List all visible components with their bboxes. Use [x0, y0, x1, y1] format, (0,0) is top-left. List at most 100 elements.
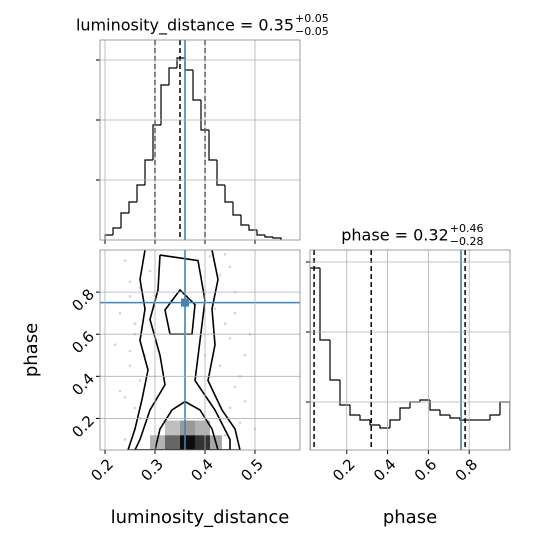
histogram-bin [339, 380, 350, 406]
density-cell [180, 420, 195, 436]
sample-point [228, 337, 232, 340]
panel-frame [309, 249, 511, 451]
histogram-bin [419, 399, 430, 402]
sample-point [148, 269, 152, 273]
sample-point [228, 406, 232, 410]
histogram-bin [232, 202, 241, 216]
histogram-bin [176, 57, 185, 68]
x-tick-label: 0.2 [87, 455, 117, 485]
density-cell [195, 420, 210, 436]
histogram-bin [489, 414, 500, 420]
panel: 0.2 0.4 0.6 0.8 phase = 0.32 +0.46−0.28 phase [306, 222, 511, 528]
histogram-bin [144, 159, 153, 185]
histogram-bin [369, 420, 380, 426]
histogram-bin [439, 410, 450, 416]
title-upper: +0.46 [450, 222, 484, 235]
histogram-bin [264, 235, 273, 238]
contour [164, 288, 196, 336]
histogram-bin [120, 212, 129, 228]
histogram-bin [429, 400, 440, 411]
histogram-bin [319, 268, 330, 341]
density-cell [165, 435, 180, 450]
title-lower: −0.05 [295, 25, 329, 38]
sample-point [223, 433, 227, 437]
histogram-bin [349, 405, 360, 416]
panel: 0.2 0.3 0.4 0.5 0.2 0.4 0.6 0.8 luminosity_dista… [21, 249, 301, 528]
plot-area [104, 40, 282, 240]
sample-point [113, 343, 117, 347]
sample-point [118, 389, 122, 393]
histogram-bin [399, 407, 410, 420]
x-axis-label: luminosity_distance [111, 507, 290, 528]
sample-point [218, 273, 222, 277]
sample-point [243, 353, 247, 357]
sample-point [133, 406, 137, 410]
histogram-bin [216, 160, 225, 186]
histogram-bin [152, 124, 161, 160]
histogram-bin [200, 100, 209, 131]
density-cell [165, 420, 180, 436]
plot-area [100, 250, 300, 450]
x-tick-label: 0.3 [137, 455, 167, 485]
histogram-bin [409, 401, 420, 408]
sample-point [128, 349, 132, 353]
x-tick-label: 0.4 [370, 455, 400, 485]
plot-area [310, 250, 510, 450]
sample-point [128, 295, 132, 298]
density-cell [180, 435, 195, 450]
histogram-bin [104, 234, 113, 240]
sample-point [243, 400, 247, 403]
histogram-bin [449, 415, 460, 419]
density-cell [195, 435, 210, 450]
histogram-bin [310, 267, 320, 450]
sample-point [133, 322, 137, 325]
panel-frame [99, 39, 301, 241]
y-axis-label: phase [21, 323, 42, 377]
x-tick-label: 0.8 [452, 455, 482, 485]
truth-marker [181, 298, 189, 307]
sample-point [123, 259, 127, 262]
histogram-bin [459, 418, 470, 421]
panel-frame [99, 249, 301, 451]
y-tick-label: 0.8 [68, 285, 98, 315]
y-tick-label: 0.6 [68, 327, 98, 357]
x-tick-label: 0.4 [187, 455, 217, 485]
sample-point [118, 311, 122, 315]
histogram-bin [168, 67, 177, 85]
sample-point [208, 255, 212, 258]
histogram-bin [224, 185, 233, 203]
sample-point [123, 396, 127, 399]
contour [127, 250, 241, 450]
histogram-bin [256, 230, 265, 236]
histogram-bin [208, 130, 217, 161]
sample-point [218, 364, 222, 368]
histogram-bin [112, 227, 121, 235]
y-tick-label: 0.2 [68, 412, 98, 442]
histogram-bin [359, 415, 370, 421]
sample-point [233, 385, 237, 389]
histogram-bin [136, 184, 145, 202]
sample-point [233, 311, 237, 315]
x-tick-label: 0.5 [237, 455, 267, 485]
panel-title: luminosity_distance = 0.35 [76, 16, 294, 36]
histogram-bin [272, 237, 282, 240]
y-tick-label: 0.4 [68, 370, 98, 400]
sample-point [223, 252, 227, 256]
histogram-bin [379, 425, 390, 429]
panel: luminosity_distance = 0.35 +0.05−0.05 [76, 12, 329, 244]
x-axis-label: phase [383, 507, 437, 528]
histogram-bin [160, 84, 169, 125]
histogram-bin [192, 70, 201, 101]
histogram-bin [499, 401, 510, 450]
histogram-bin [128, 201, 137, 213]
histogram-bin [248, 225, 257, 231]
panel-title: phase = 0.32 [341, 226, 448, 245]
histogram-bin [329, 340, 340, 381]
histogram-bin [240, 215, 249, 226]
title-lower: −0.28 [450, 235, 484, 248]
x-tick-label: 0.2 [329, 455, 359, 485]
sample-point [228, 265, 232, 269]
title-upper: +0.05 [295, 12, 329, 25]
sample-point [213, 307, 217, 311]
